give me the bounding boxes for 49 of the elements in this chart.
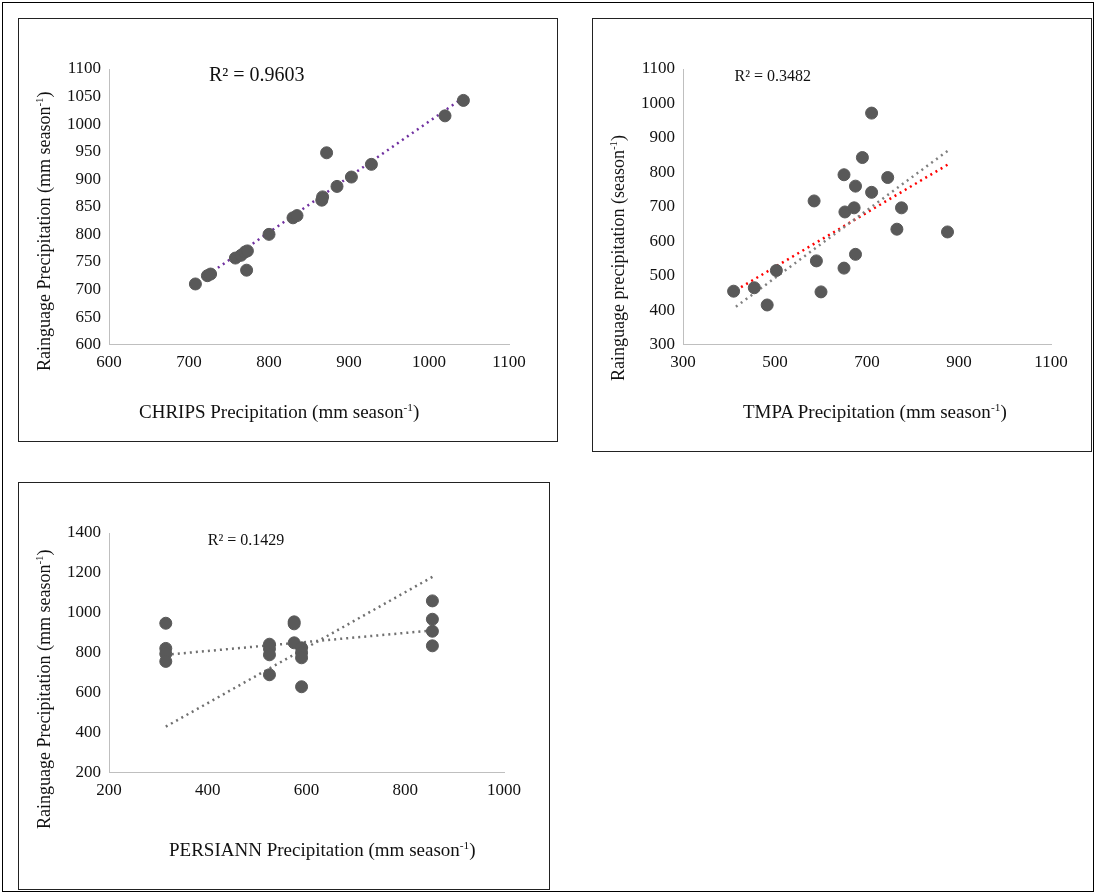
- y-tick-label: 300: [649, 334, 675, 354]
- x-tick-label: 700: [176, 352, 202, 372]
- x-tick-label: 1100: [1034, 352, 1068, 372]
- y-tick-label: 900: [649, 127, 675, 147]
- y-tick-label: 200: [75, 762, 101, 782]
- x-axis-title: TMPA Precipitation (mm season$^{-1}$): [743, 401, 1007, 424]
- y-tick-label: 1000: [67, 602, 101, 622]
- y-tick-label: 500: [649, 265, 675, 285]
- x-axis-title: PERSIANN Precipitation (mm season$^{-1}$): [169, 839, 476, 862]
- y-tick-label: 1050: [67, 86, 101, 106]
- x-tick-label: 700: [854, 352, 880, 372]
- y-tick-label: 400: [75, 722, 101, 742]
- x-tick-label: 900: [946, 352, 972, 372]
- y-tick-label: 1000: [641, 92, 675, 112]
- x-tick-label: 600: [293, 780, 320, 800]
- x-tick-label: 300: [670, 352, 696, 372]
- x-tick-label: 1100: [492, 352, 526, 372]
- y-tick-label: 1100: [641, 58, 675, 78]
- y-tick-label: 400: [649, 299, 675, 319]
- y-tick-label: 1100: [67, 58, 101, 78]
- x-axis-title: CHRIPS Precipitation (mm season$^{-1}$): [139, 401, 420, 424]
- y-tick-label: 700: [75, 278, 101, 298]
- x-tick-label: 900: [336, 352, 362, 372]
- y-tick-label: 800: [75, 223, 101, 243]
- y-tick-label: 850: [75, 196, 101, 216]
- y-tick-label: 600: [649, 230, 675, 250]
- y-tick-label: 900: [75, 168, 101, 188]
- y-tick-label: 650: [75, 306, 101, 326]
- x-tick-label: 500: [762, 352, 788, 372]
- y-tick-label: 700: [649, 196, 675, 216]
- y-tick-label: 600: [75, 682, 101, 702]
- annotation: R² = 0.1429: [207, 531, 285, 548]
- x-tick-label: 1000: [487, 780, 521, 800]
- x-tick-label: 1000: [412, 352, 446, 372]
- y-tick-label: 800: [75, 642, 101, 662]
- x-tick-label: 200: [96, 780, 122, 800]
- y-tick-label: 750: [75, 251, 101, 271]
- annotation: R² = 0.3482: [734, 67, 812, 84]
- y-tick-label: 800: [649, 161, 675, 181]
- y-tick-label: 1400: [67, 522, 101, 542]
- x-tick-label: 800: [256, 352, 282, 372]
- y-tick-label: 1200: [67, 562, 101, 582]
- x-tick-label: 400: [195, 780, 221, 800]
- y-tick-label: 600: [75, 334, 101, 354]
- y-tick-label: 1000: [67, 113, 101, 133]
- x-tick-label: 600: [96, 352, 122, 372]
- x-tick-label: 800: [392, 780, 418, 800]
- annotation: R² = 0.9603: [209, 63, 305, 85]
- y-tick-label: 950: [75, 141, 101, 161]
